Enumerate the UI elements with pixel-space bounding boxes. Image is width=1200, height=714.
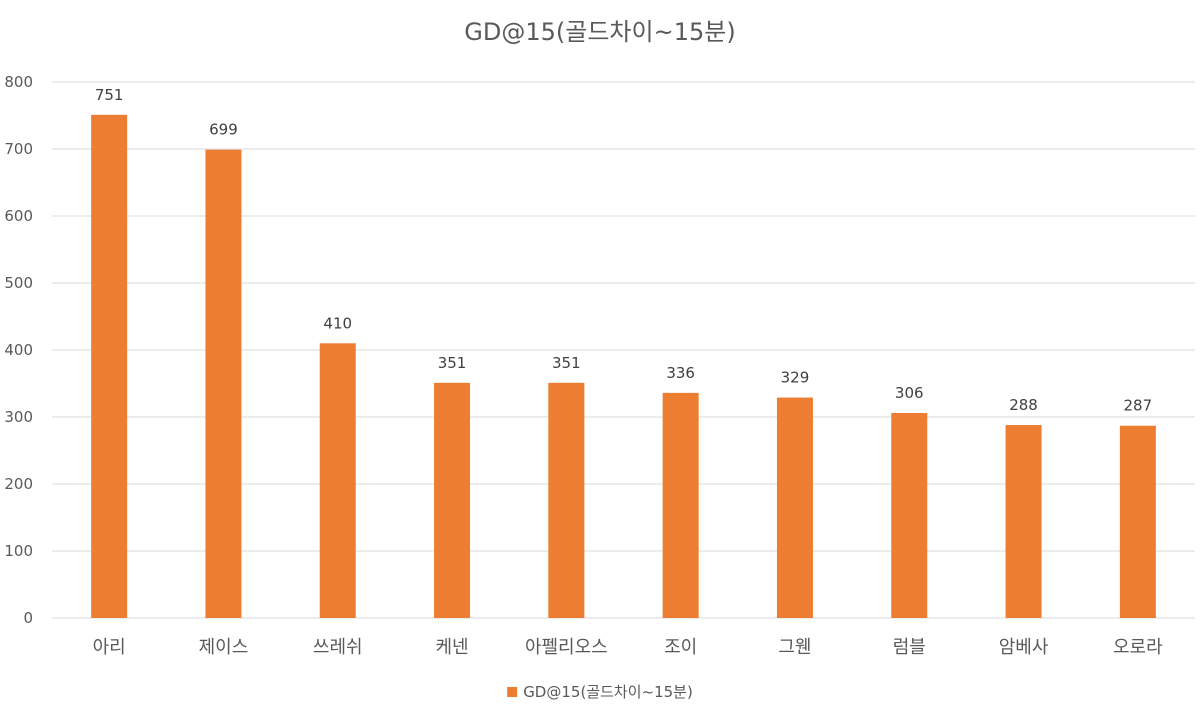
legend-swatch <box>507 687 518 697</box>
data-label: 336 <box>666 364 695 382</box>
bar <box>205 149 242 619</box>
data-label: 351 <box>552 354 581 372</box>
chart-title: GD@15(골드차이~15분) <box>464 18 735 46</box>
x-tick-label: 그웬 <box>778 637 811 658</box>
bar <box>1119 425 1156 618</box>
bar <box>891 412 928 618</box>
x-tick-label: 쓰레쉬 <box>313 637 363 658</box>
x-axis-tick-labels: 아리 제이스 쓰레쉬 케넨 아펠리오스 조이 그웬 럼블 암베사 오로라 <box>93 637 1164 658</box>
x-tick-label: 케넨 <box>435 637 468 658</box>
y-tick-label: 200 <box>4 475 33 493</box>
x-tick-label: 아펠리오스 <box>525 637 608 658</box>
x-tick-label: 제이스 <box>199 637 249 658</box>
bar <box>434 382 471 618</box>
x-tick-label: 아리 <box>93 637 126 658</box>
data-label: 410 <box>323 314 352 332</box>
data-label: 288 <box>1009 396 1038 414</box>
y-tick-label: 0 <box>23 609 33 627</box>
data-labels: 751 699 410 351 351 336 329 306 288 287 <box>95 86 1152 415</box>
y-tick-label: 100 <box>4 542 33 560</box>
bar <box>548 382 585 618</box>
x-tick-label: 조이 <box>664 637 697 658</box>
x-tick-label: 럼블 <box>893 637 926 658</box>
bar <box>319 343 356 618</box>
bars <box>91 114 1156 619</box>
data-label: 306 <box>895 384 924 402</box>
y-tick-label: 600 <box>4 207 33 225</box>
x-tick-label: 오로라 <box>1113 637 1163 658</box>
x-tick-label: 암베사 <box>999 637 1049 658</box>
y-axis-tick-labels: 0 100 200 300 400 500 600 700 800 <box>4 73 33 627</box>
data-label: 751 <box>95 86 124 104</box>
legend: GD@15(골드차이~15분) <box>507 683 693 701</box>
bar <box>91 114 128 618</box>
bar <box>1005 425 1042 618</box>
y-tick-label: 400 <box>4 341 33 359</box>
y-tick-label: 300 <box>4 408 33 426</box>
bar <box>776 397 813 618</box>
y-tick-label: 800 <box>4 73 33 91</box>
data-label: 287 <box>1124 397 1153 415</box>
bar <box>662 392 699 618</box>
gridlines <box>52 81 1195 619</box>
data-label: 351 <box>438 354 467 372</box>
y-tick-label: 500 <box>4 274 33 292</box>
data-label: 329 <box>781 369 810 387</box>
data-label: 699 <box>209 121 238 139</box>
y-tick-label: 700 <box>4 140 33 158</box>
legend-label: GD@15(골드차이~15분) <box>523 683 693 701</box>
